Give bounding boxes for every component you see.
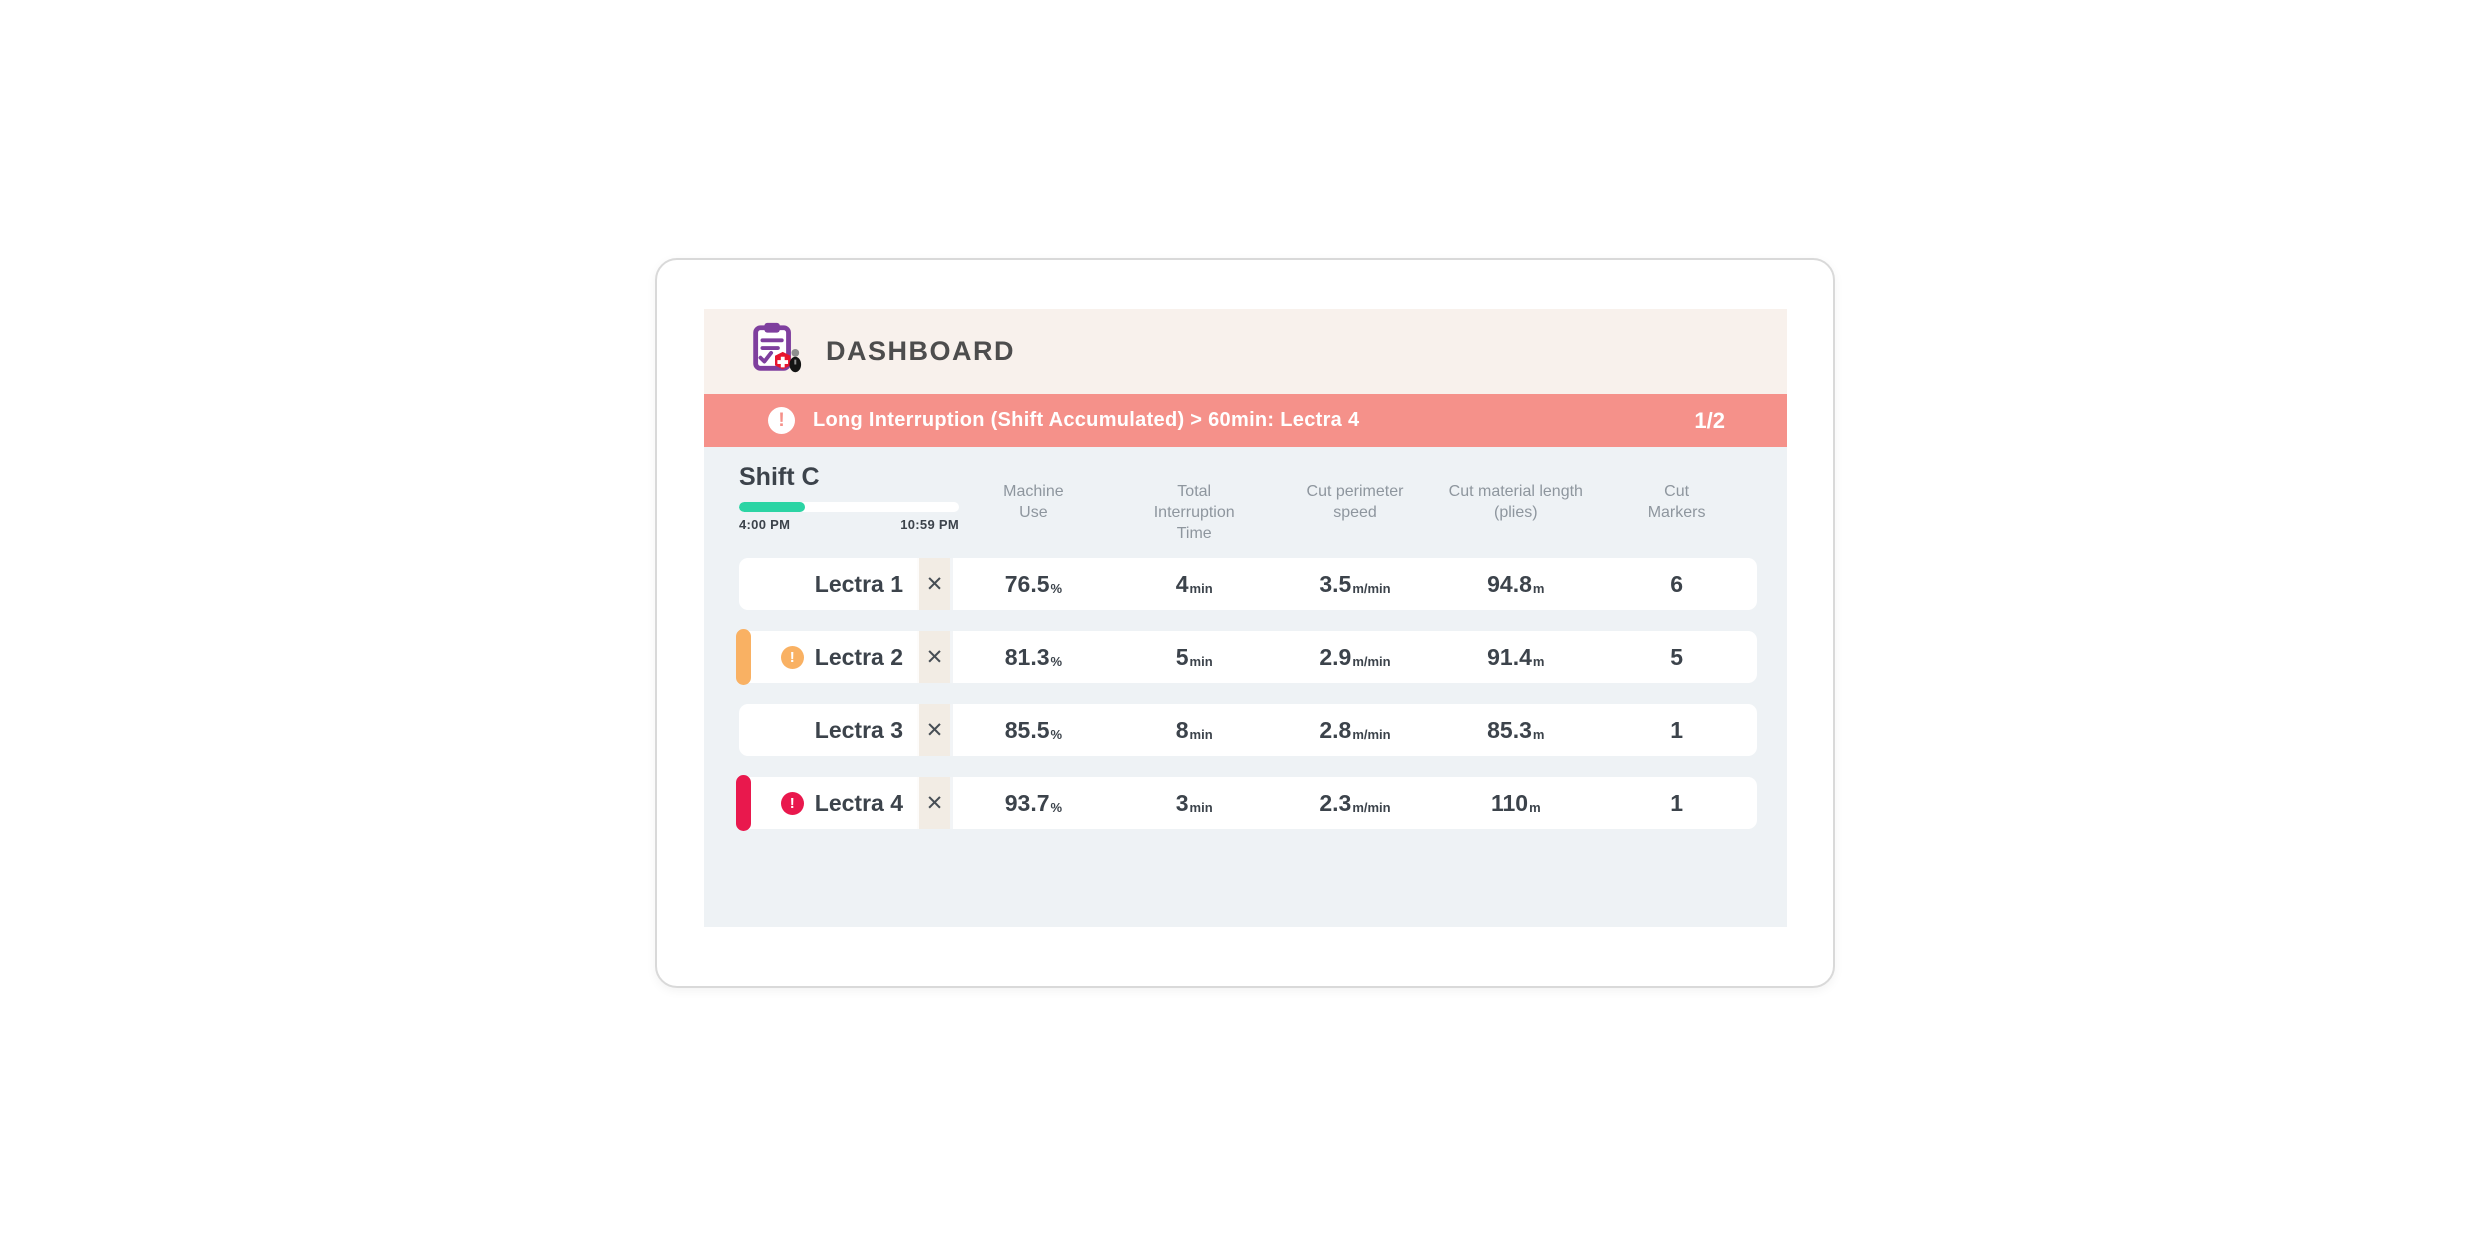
shift-start-time: 4:00 PM: [739, 517, 791, 532]
length-value: 110 m: [1490, 789, 1541, 816]
length-value: 94.8 m: [1487, 570, 1545, 597]
shift-progress-fill: [739, 502, 805, 512]
machine-name: Lectra 1: [814, 570, 903, 597]
alert-message: Long Interruption (Shift Accumulated) > …: [813, 409, 1360, 431]
warning-icon: !: [780, 645, 804, 669]
machine-use-value: 93.7%: [1004, 789, 1063, 816]
interruption-value: 8 min: [1175, 716, 1213, 743]
column-header-speed: Cut perimeter speed: [1306, 483, 1404, 521]
machine-name: Lectra 4: [814, 789, 903, 816]
shift-end-time: 10:59 PM: [900, 517, 959, 532]
column-header-machine-use: Machine Use: [1003, 483, 1064, 521]
speed-value: 2.3 m/min: [1319, 789, 1391, 816]
speed-value: 2.8 m/min: [1319, 716, 1391, 743]
alert-banner: ! Long Interruption (Shift Accumulated) …: [704, 394, 1787, 447]
column-header-markers: Cut Markers: [1647, 483, 1706, 521]
speed-value: 3.5 m/min: [1319, 570, 1391, 597]
shift-progress-track: [739, 502, 959, 512]
markers-value: 1: [1670, 716, 1683, 743]
interruption-value: 5 min: [1175, 643, 1213, 670]
page-title: DASHBOARD: [826, 336, 1015, 366]
shift-progress-block: Shift C 4:00 PM 10:59 PM: [739, 463, 959, 544]
status-pill: [736, 775, 751, 832]
column-header-interruption: Total Interruption Time: [1153, 483, 1235, 542]
warning-icon: !: [780, 791, 804, 815]
machine-use-value: 85.5%: [1004, 716, 1063, 743]
length-value: 91.4 m: [1487, 643, 1545, 670]
close-button[interactable]: ✕: [917, 631, 953, 684]
alert-info-icon: !: [768, 407, 795, 434]
close-button[interactable]: ✕: [917, 704, 953, 757]
machine-row[interactable]: ! Lectra 4 ✕ 93.7% 3 min 2.3 m/min 110 m 1: [736, 775, 1757, 832]
markers-value: 5: [1670, 643, 1683, 670]
close-button[interactable]: ✕: [917, 777, 953, 830]
shift-label: Shift C: [739, 463, 820, 491]
machine-use-value: 81.3%: [1004, 643, 1063, 670]
main-area: Shift C 4:00 PM 10:59 PM Machine Use Tot…: [704, 447, 1787, 927]
clipboard-dashboard-icon: [746, 320, 804, 383]
close-button[interactable]: ✕: [917, 558, 953, 611]
machine-row[interactable]: ! Lectra 2 ✕ 81.3% 5 min 2.9 m/min 91.4 m 5: [736, 629, 1757, 686]
markers-value: 6: [1670, 570, 1683, 597]
machine-use-value: 76.5%: [1004, 570, 1063, 597]
status-pill: [736, 629, 751, 686]
header-bar: DASHBOARD: [704, 309, 1787, 394]
machine-name: Lectra 3: [814, 716, 903, 743]
dashboard-card: DASHBOARD ! Long Interruption (Shift Acc…: [655, 258, 1835, 988]
table-header-row: Shift C 4:00 PM 10:59 PM Machine Use Tot…: [739, 463, 1757, 544]
speed-value: 2.9 m/min: [1319, 643, 1391, 670]
dashboard-panel: DASHBOARD ! Long Interruption (Shift Acc…: [704, 309, 1787, 927]
length-value: 85.3 m: [1487, 716, 1545, 743]
interruption-value: 4 min: [1175, 570, 1213, 597]
machine-name: Lectra 2: [814, 643, 903, 670]
alert-pagination: 1/2: [1694, 407, 1725, 433]
markers-value: 1: [1670, 789, 1683, 816]
column-header-length: Cut material length (plies): [1448, 483, 1583, 521]
interruption-value: 3 min: [1175, 789, 1213, 816]
